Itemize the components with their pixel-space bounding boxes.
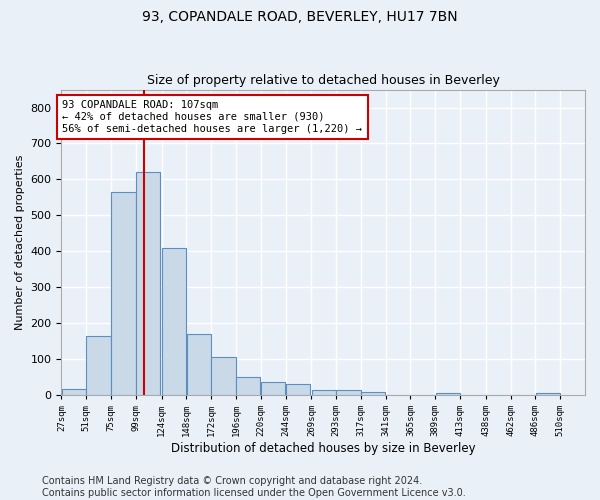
Bar bbox=[337, 390, 361, 395]
Bar bbox=[162, 248, 186, 395]
Bar bbox=[261, 382, 285, 395]
Bar bbox=[536, 392, 560, 395]
Title: Size of property relative to detached houses in Beverley: Size of property relative to detached ho… bbox=[147, 74, 500, 87]
Text: 93 COPANDALE ROAD: 107sqm
← 42% of detached houses are smaller (930)
56% of semi: 93 COPANDALE ROAD: 107sqm ← 42% of detac… bbox=[62, 100, 362, 134]
Bar bbox=[62, 388, 86, 395]
Bar bbox=[286, 384, 310, 395]
Bar bbox=[211, 358, 236, 395]
Y-axis label: Number of detached properties: Number of detached properties bbox=[15, 154, 25, 330]
Text: Contains HM Land Registry data © Crown copyright and database right 2024.
Contai: Contains HM Land Registry data © Crown c… bbox=[42, 476, 466, 498]
Bar bbox=[86, 336, 111, 395]
Text: 93, COPANDALE ROAD, BEVERLEY, HU17 7BN: 93, COPANDALE ROAD, BEVERLEY, HU17 7BN bbox=[142, 10, 458, 24]
Bar bbox=[236, 377, 260, 395]
Bar bbox=[311, 390, 336, 395]
Bar bbox=[361, 392, 385, 395]
X-axis label: Distribution of detached houses by size in Beverley: Distribution of detached houses by size … bbox=[171, 442, 476, 455]
Bar bbox=[187, 334, 211, 395]
Bar bbox=[136, 172, 160, 395]
Bar bbox=[436, 392, 460, 395]
Bar bbox=[111, 192, 136, 395]
